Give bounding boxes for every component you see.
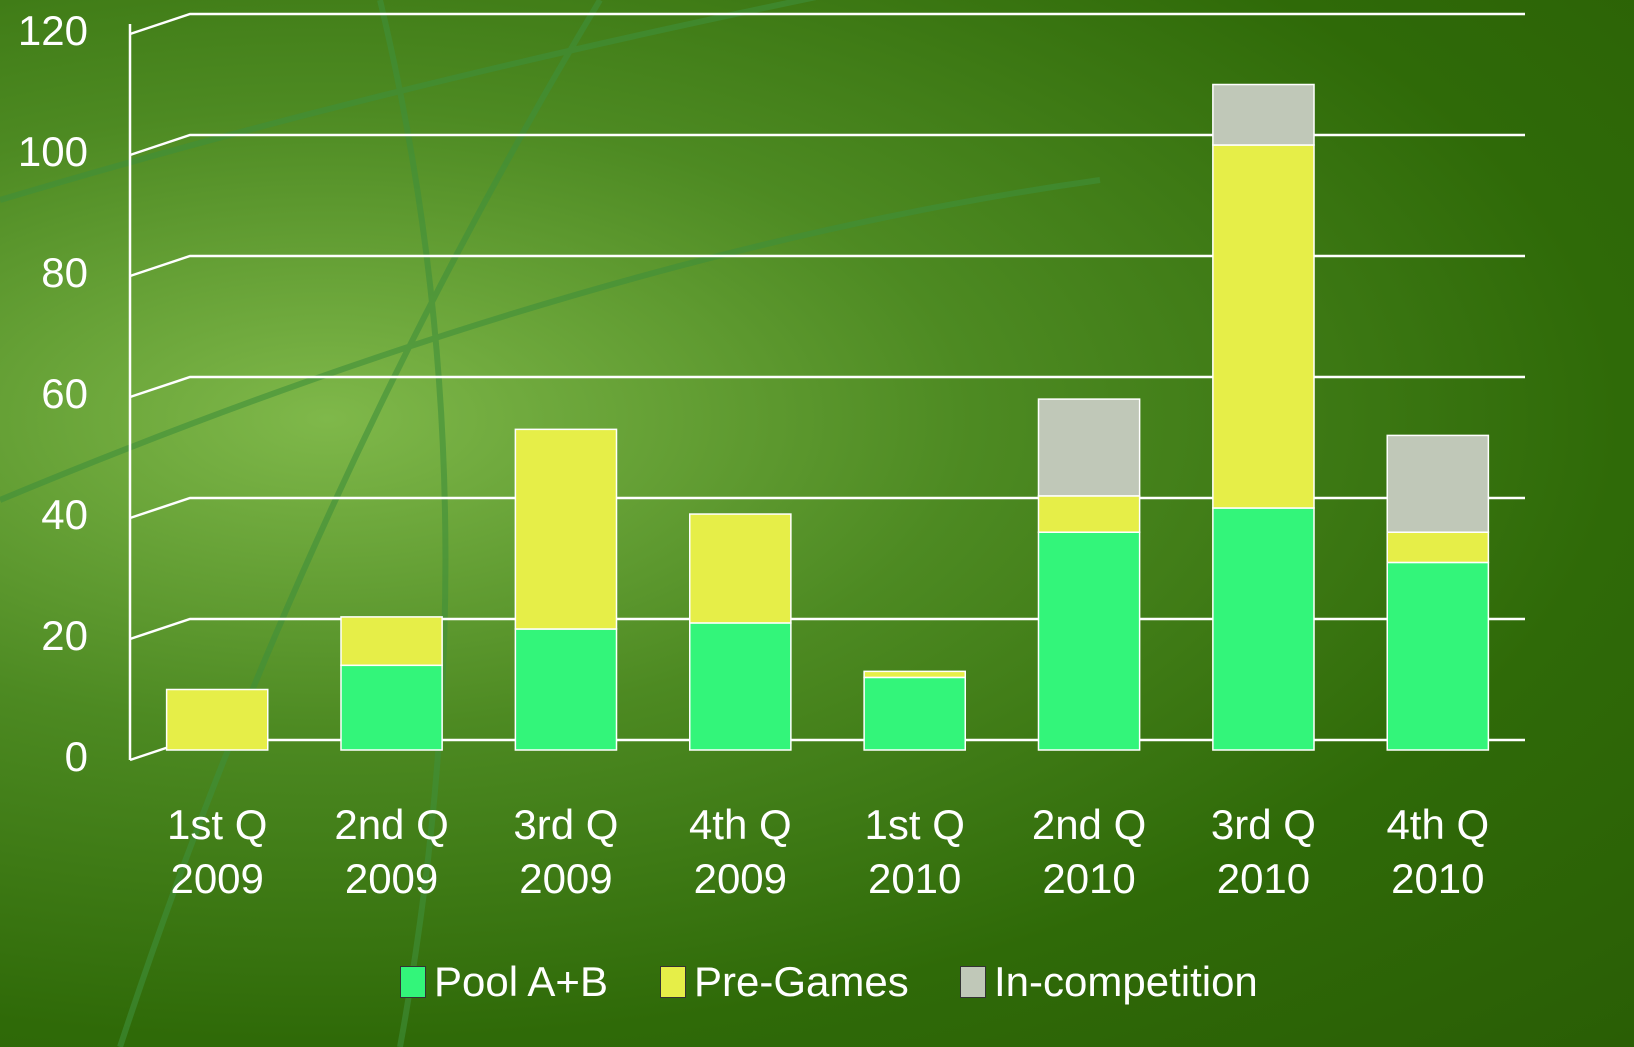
legend-swatch bbox=[960, 966, 986, 998]
y-tick-label: 80 bbox=[41, 249, 88, 296]
bar-segment bbox=[514, 428, 618, 630]
legend-label: Pre-Games bbox=[694, 958, 909, 1005]
x-tick-label: 3rd Q 2010 bbox=[1210, 801, 1316, 902]
x-tick-label: 2nd Q 2010 bbox=[1031, 801, 1147, 902]
bar-segment bbox=[1212, 507, 1315, 751]
net-decoration bbox=[0, 0, 1101, 1047]
x-tick-label: 4th Q 2009 bbox=[688, 801, 792, 902]
bar-segment bbox=[1037, 531, 1141, 751]
grid-line bbox=[129, 133, 1525, 157]
y-tick-label: 60 bbox=[41, 370, 88, 417]
bar-segment bbox=[1037, 398, 1141, 497]
y-tick-label: 20 bbox=[41, 612, 88, 659]
x-tick-label: 1st Q 2010 bbox=[864, 801, 965, 902]
grid-line bbox=[129, 617, 1525, 641]
bar-segment bbox=[340, 664, 443, 751]
bar-segment bbox=[514, 628, 618, 751]
bar-segment bbox=[1386, 531, 1490, 564]
y-tick-label: 40 bbox=[41, 491, 88, 538]
bar-segment bbox=[1386, 434, 1490, 533]
x-tick-label: 3rd Q 2009 bbox=[513, 801, 619, 902]
legend-label: In-competition bbox=[994, 958, 1258, 1005]
bar-segment bbox=[1386, 561, 1490, 751]
grid-line bbox=[129, 254, 1525, 278]
legend-entry: Pre-Games bbox=[660, 958, 909, 1006]
x-tick-label: 4th Q 2010 bbox=[1386, 801, 1490, 902]
legend-swatch bbox=[660, 966, 686, 998]
grid-line bbox=[129, 12, 1525, 36]
bar-segment bbox=[863, 676, 967, 751]
legend-entry: Pool A+B bbox=[400, 958, 608, 1006]
x-tick-label: 1st Q 2009 bbox=[167, 801, 268, 902]
legend-label: Pool A+B bbox=[434, 958, 608, 1005]
bar-segment bbox=[1212, 83, 1315, 146]
y-tick-label: 100 bbox=[18, 128, 88, 175]
bar-segment bbox=[688, 513, 792, 624]
bar-segment bbox=[863, 670, 967, 679]
legend-swatch bbox=[400, 966, 426, 998]
legend-entry: In-competition bbox=[960, 958, 1258, 1006]
bar-segment bbox=[1037, 495, 1141, 533]
grid-line bbox=[129, 375, 1525, 399]
y-tick-label: 120 bbox=[18, 7, 88, 54]
grid-line bbox=[129, 496, 1525, 520]
bar-segment bbox=[1212, 144, 1315, 509]
bar-segment bbox=[165, 688, 269, 751]
x-tick-label: 2nd Q 2009 bbox=[334, 801, 449, 902]
grid-line bbox=[129, 738, 1525, 762]
y-tick-label: 0 bbox=[65, 733, 88, 780]
bar-segment bbox=[688, 622, 792, 751]
bar-segment bbox=[340, 616, 443, 667]
